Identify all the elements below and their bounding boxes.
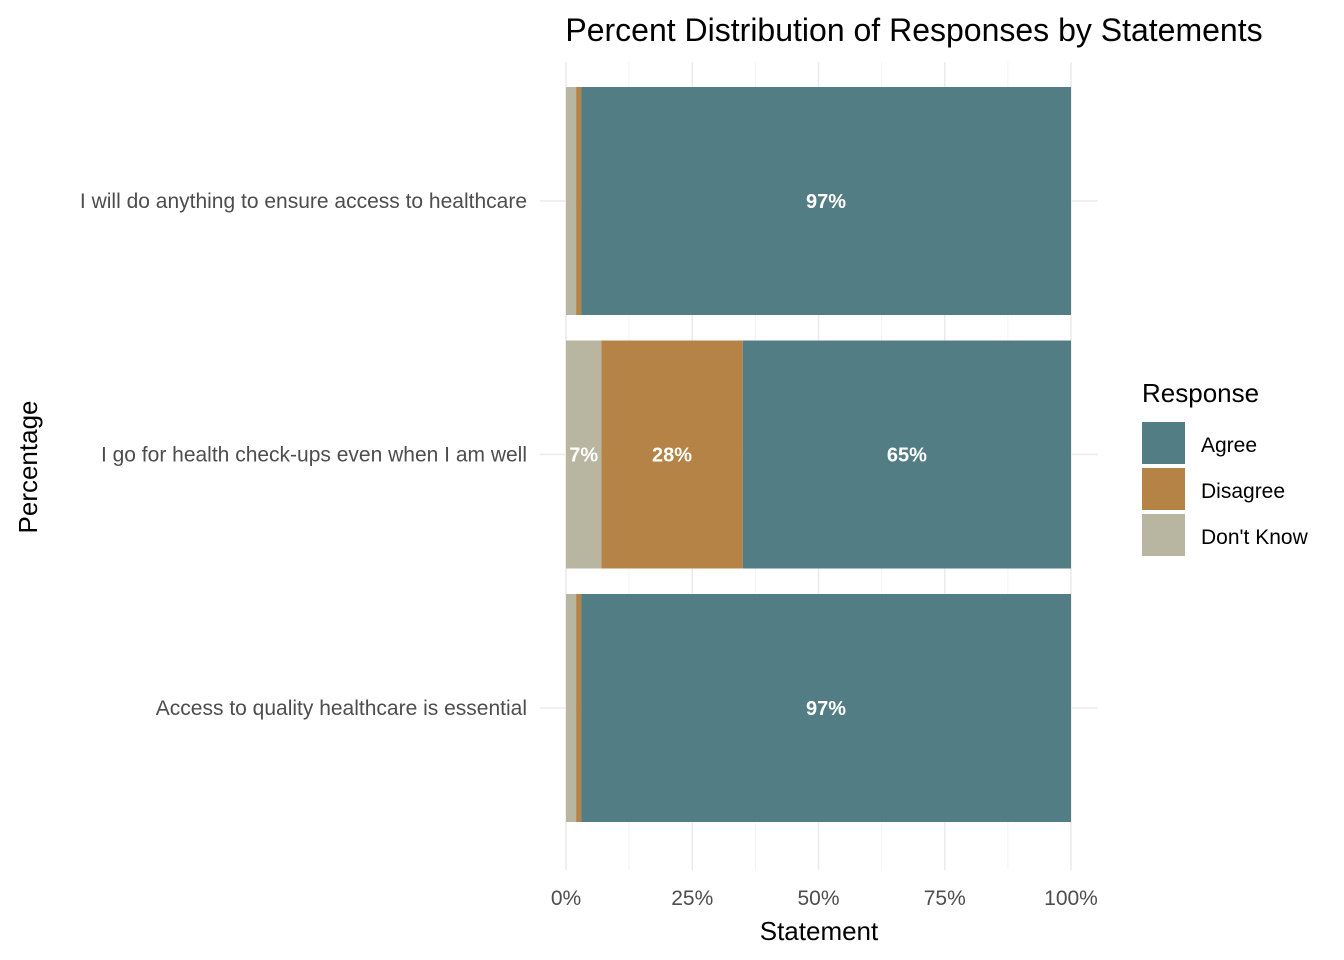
bar-don-t-know-0 bbox=[566, 87, 577, 315]
bars bbox=[566, 87, 1071, 822]
legend: Response Agree Disagree Don't Know bbox=[1142, 378, 1309, 556]
bar-don-t-know-2 bbox=[566, 594, 577, 822]
x-tick-label: 100% bbox=[1044, 887, 1098, 910]
legend-items: Agree Disagree Don't Know bbox=[1142, 422, 1309, 556]
x-axis-title: Statement bbox=[760, 916, 879, 946]
category-label: I go for health check-ups even when I am… bbox=[101, 444, 527, 467]
legend-label: Don't Know bbox=[1201, 526, 1309, 549]
bar-agree-2 bbox=[581, 594, 1071, 822]
data-label: 65% bbox=[887, 445, 927, 467]
data-label: 97% bbox=[806, 191, 846, 213]
bar-disagree-0 bbox=[576, 87, 582, 315]
x-tick-label: 50% bbox=[797, 887, 839, 910]
x-tick-label: 0% bbox=[551, 887, 581, 910]
data-label: 7% bbox=[569, 445, 598, 467]
category-label: I will do anything to ensure access to h… bbox=[80, 190, 527, 213]
legend-swatch bbox=[1142, 422, 1185, 464]
legend-swatch bbox=[1142, 514, 1185, 556]
bar-agree-1 bbox=[742, 340, 1071, 569]
legend-label: Disagree bbox=[1201, 480, 1285, 503]
x-tick-label: 25% bbox=[671, 887, 713, 910]
y-axis-title: Percentage bbox=[13, 401, 43, 534]
data-label: 97% bbox=[806, 698, 846, 720]
bar-don-t-know-1 bbox=[566, 340, 602, 569]
legend-label: Agree bbox=[1201, 434, 1257, 457]
axes: 0% 25% 50% 75% 100% I will do anything to ens… bbox=[80, 190, 1098, 910]
data-labels: 97% 7% 28% 65% 97% bbox=[569, 191, 927, 720]
legend-title: Response bbox=[1142, 378, 1259, 408]
bar-agree-0 bbox=[581, 87, 1071, 315]
x-tick-label: 75% bbox=[924, 887, 966, 910]
category-label: Access to quality healthcare is essentia… bbox=[156, 697, 527, 720]
data-label: 28% bbox=[652, 445, 692, 467]
legend-swatch bbox=[1142, 468, 1185, 510]
bar-disagree-2 bbox=[576, 594, 582, 822]
chart-title: Percent Distribution of Responses by Sta… bbox=[565, 12, 1262, 48]
bar-disagree-1 bbox=[601, 340, 743, 569]
